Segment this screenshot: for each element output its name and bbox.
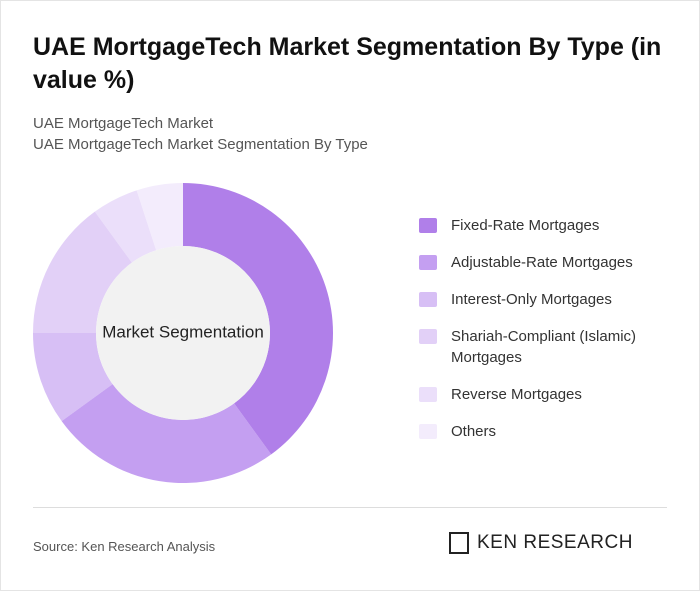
- legend-swatch: [419, 387, 437, 402]
- pie-slice: [183, 183, 333, 455]
- legend-swatch: [419, 218, 437, 233]
- legend: Fixed-Rate Mortgages Adjustable-Rate Mort…: [419, 215, 679, 458]
- legend-item: Reverse Mortgages: [419, 384, 679, 405]
- brand-logo: [449, 532, 469, 554]
- pie-slice: [61, 384, 272, 483]
- subtitle: UAE MortgageTech Market Segmentation By …: [33, 136, 368, 153]
- legend-swatch: [419, 424, 437, 439]
- source: Source: Ken Research Analysis: [33, 539, 216, 554]
- legend-item: Others: [419, 421, 679, 442]
- legend-item: Shariah-Compliant (Islamic) Mortgages: [419, 326, 679, 368]
- legend-label: Fixed-Rate Mortgages: [451, 217, 600, 234]
- legend-label: Interest-Only Mortgages: [451, 291, 612, 308]
- legend-item: Interest-Only Mortgages: [419, 289, 679, 310]
- divider: [33, 507, 667, 508]
- legend-label: Shariah-Compliant (Islamic) Mortgages: [451, 328, 637, 366]
- brand-name: KEN RESEARCH: [477, 532, 633, 553]
- legend-swatch: [419, 329, 437, 344]
- pie-slice: [33, 333, 113, 422]
- center-label: Market Segmentation: [102, 322, 264, 341]
- pie-slice: [33, 211, 132, 333]
- legend-swatch: [419, 255, 437, 270]
- legend-item: Fixed-Rate Mortgages: [419, 215, 679, 236]
- legend-label: Adjustable-Rate Mortgages: [451, 254, 633, 271]
- legend-item: Adjustable-Rate Mortgages: [419, 252, 679, 273]
- chart-title: UAE MortgageTech Market Segmentation By …: [33, 33, 662, 94]
- brand: KEN RESEARCH: [449, 532, 633, 554]
- legend-label: Reverse Mortgages: [451, 386, 582, 403]
- pie-slice: [94, 190, 157, 263]
- pie-slice: [136, 183, 183, 251]
- legend-swatch: [419, 292, 437, 307]
- subtitle: UAE MortgageTech Market: [33, 115, 214, 132]
- donut-chart: Market Segmentation: [33, 183, 333, 483]
- legend-label: Others: [451, 423, 497, 440]
- donut-hole: [96, 246, 270, 420]
